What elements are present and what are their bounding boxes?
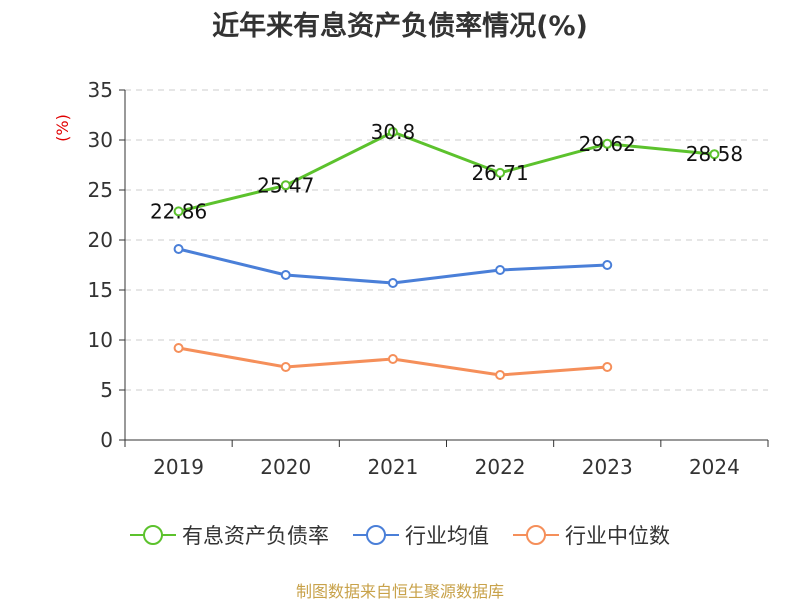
data-point-series-0 xyxy=(280,180,291,191)
y-tick-label: 30 xyxy=(88,128,113,152)
data-point-series-0 xyxy=(387,127,398,137)
x-tick-label: 2019 xyxy=(153,455,204,479)
data-point-series-0 xyxy=(709,149,720,160)
legend-item-industry-median[interactable]: 行业中位数 xyxy=(513,520,670,550)
data-label: 26.71 xyxy=(471,161,528,185)
data-label: 22.86 xyxy=(150,199,207,223)
data-point-series-1 xyxy=(387,278,398,288)
data-label: 28.58 xyxy=(686,142,743,166)
data-point-series-0 xyxy=(173,206,184,217)
series-line-1 xyxy=(178,247,608,285)
data-point-series-2 xyxy=(602,362,613,372)
data-point-series-0 xyxy=(495,167,506,178)
data-point-series-2 xyxy=(495,370,506,380)
legend-item-interest-debt-ratio[interactable]: 有息资产负债率 xyxy=(130,520,329,550)
x-tick-label: 2021 xyxy=(367,455,418,479)
y-tick-label: 35 xyxy=(88,78,113,102)
legend-marker-green xyxy=(130,525,176,545)
legend-marker-blue xyxy=(353,525,399,545)
data-point-series-2 xyxy=(173,343,184,353)
x-tick-label: 2024 xyxy=(689,455,740,479)
legend-marker-orange xyxy=(513,525,559,545)
data-point-series-0 xyxy=(602,138,613,149)
data-point-series-1 xyxy=(280,270,291,280)
data-point-series-1 xyxy=(602,260,613,270)
y-tick-label: 20 xyxy=(88,228,113,252)
data-point-series-1 xyxy=(173,244,184,254)
legend: 有息资产负债率 行业均值 行业中位数 xyxy=(0,520,800,550)
data-point-series-2 xyxy=(387,354,398,364)
data-label: 29.62 xyxy=(579,132,636,156)
data-point-series-2 xyxy=(280,362,291,372)
y-axis-unit-label: (%) xyxy=(53,114,72,142)
source-note: 制图数据来自恒生聚源数据库 xyxy=(295,582,504,600)
legend-label-interest-debt-ratio: 有息资产负债率 xyxy=(182,524,329,548)
x-tick-label: 2023 xyxy=(582,455,633,479)
y-tick-label: 0 xyxy=(100,428,113,452)
series-line-0 xyxy=(178,130,715,213)
x-tick-label: 2020 xyxy=(260,455,311,479)
legend-label-industry-mean: 行业均值 xyxy=(405,524,489,548)
y-tick-label: 25 xyxy=(88,178,113,202)
legend-item-industry-mean[interactable]: 行业均值 xyxy=(353,520,489,550)
y-tick-label: 10 xyxy=(88,328,113,352)
y-tick-label: 5 xyxy=(100,378,113,402)
x-tick-label: 2022 xyxy=(475,455,526,479)
data-label: 30.8 xyxy=(371,120,416,144)
data-point-series-1 xyxy=(495,265,506,275)
chart-title: 近年来有息资产负债率情况(%) xyxy=(212,11,588,42)
data-label: 25.47 xyxy=(257,173,314,197)
y-tick-label: 15 xyxy=(88,278,113,302)
legend-label-industry-median: 行业中位数 xyxy=(565,524,670,548)
